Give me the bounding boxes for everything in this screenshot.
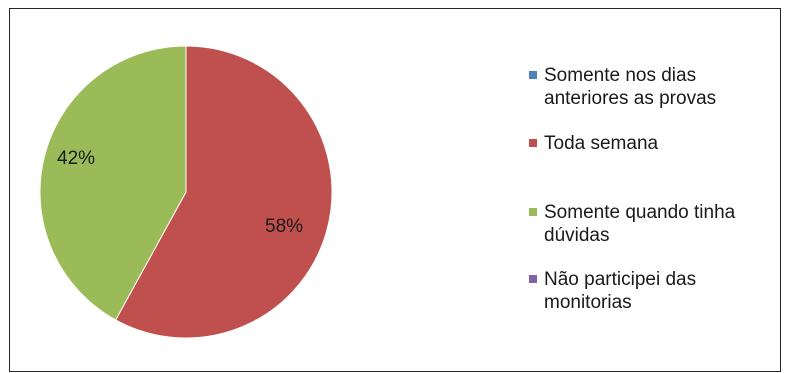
legend-swatch [529, 139, 537, 147]
pie-slice-1 [114, 45, 333, 339]
legend-item-duvidas: Somente quando tinha dúvidas [529, 201, 735, 247]
legend-item-toda-semana: Toda semana [529, 132, 658, 155]
legend-swatch [529, 275, 537, 283]
legend-item-dias-anteriores: Somente nos dias anteriores as provas [529, 64, 716, 110]
legend-swatch [529, 208, 537, 216]
legend-swatch [529, 71, 537, 79]
legend-label: Toda semana [544, 133, 659, 154]
legend-item-nao-participei: Não participei das monitorias [529, 268, 696, 314]
pie-slice-2 [39, 45, 187, 321]
legend-label: Somente quando tinha dúvidas [544, 202, 736, 246]
legend-label: Não participei das monitorias [544, 269, 697, 313]
data-label-toda-semana: 58% [265, 216, 304, 237]
data-label-duvidas: 42% [57, 148, 96, 169]
legend-label: Somente nos dias anteriores as provas [544, 65, 717, 109]
